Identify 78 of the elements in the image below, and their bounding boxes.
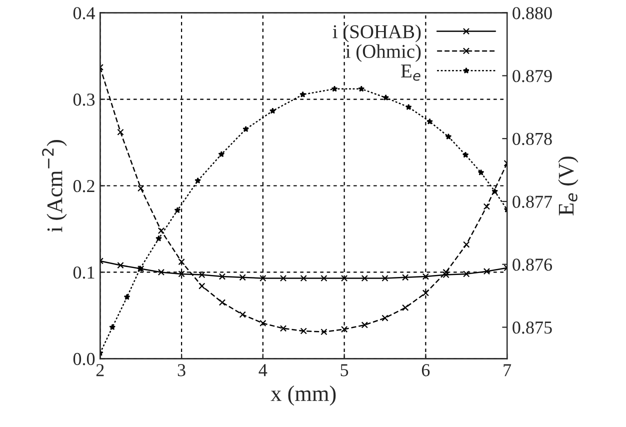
point	[340, 326, 348, 333]
y2-tick-label: 0.877	[512, 196, 552, 208]
point	[405, 104, 412, 110]
point	[178, 270, 185, 278]
x-tick-label: 4	[258, 364, 268, 376]
point	[242, 126, 250, 132]
point	[260, 274, 266, 282]
point	[382, 314, 388, 322]
point	[269, 108, 276, 114]
y-tick-label: 0.0	[73, 352, 95, 366]
point	[117, 128, 124, 136]
point	[300, 328, 307, 334]
point	[361, 274, 368, 282]
point	[422, 290, 430, 296]
point	[218, 150, 225, 158]
point	[174, 206, 181, 214]
point	[358, 86, 365, 92]
point	[492, 188, 498, 194]
point	[361, 322, 368, 328]
point	[483, 203, 490, 210]
x-tick-label: 5	[340, 364, 348, 376]
y-tick-label: 0.1	[73, 266, 94, 279]
point	[426, 118, 433, 124]
point	[300, 274, 307, 282]
point	[382, 94, 389, 101]
point	[194, 177, 202, 184]
point	[422, 273, 430, 280]
point	[300, 91, 306, 98]
point	[280, 274, 287, 282]
point	[463, 241, 470, 248]
point	[442, 271, 450, 278]
x-tick-label: 2	[96, 364, 104, 376]
point	[138, 185, 144, 192]
y-tick-label: 0.4	[73, 7, 96, 20]
point	[218, 299, 226, 306]
point	[442, 268, 450, 276]
point	[483, 268, 490, 275]
point	[218, 273, 226, 280]
point	[340, 274, 348, 282]
y-tick-label: 0.2	[73, 180, 94, 192]
point	[402, 304, 409, 311]
point	[320, 274, 328, 282]
y-tick-label: 0.3	[73, 94, 95, 106]
point	[445, 133, 452, 140]
x-axis-title: x (mm)	[270, 385, 336, 406]
point	[260, 320, 266, 327]
y-axis-title: i (Acm$^{−2}$)	[42, 140, 67, 232]
point	[239, 311, 246, 318]
legend-label: i (Ohmic)	[346, 44, 421, 62]
point	[156, 235, 162, 242]
y2-tick-label: 0.876	[512, 258, 552, 271]
point	[331, 86, 338, 92]
x-tick-label: 7	[504, 364, 512, 376]
y2-axis-title: E$_{e}$ (V)	[558, 156, 578, 216]
point	[198, 282, 206, 290]
point	[158, 227, 165, 234]
legend-label: i (SOHAB)	[332, 24, 421, 42]
y2-tick-label: 0.878	[512, 132, 552, 146]
point	[117, 262, 124, 269]
point	[158, 268, 165, 276]
point	[239, 274, 246, 281]
y2-tick-label: 0.875	[512, 321, 552, 334]
point	[280, 325, 287, 332]
x-tick-label: 6	[422, 364, 430, 376]
point	[109, 324, 116, 330]
point	[320, 328, 328, 336]
point	[478, 169, 484, 176]
y2-tick-label: 0.879	[512, 70, 552, 82]
point	[402, 274, 409, 281]
point	[198, 271, 206, 278]
legend-label: E$_{e}$	[401, 64, 420, 81]
x-tick-label: 3	[178, 364, 186, 376]
point	[462, 152, 469, 158]
y2-tick-label: 0.880	[512, 7, 552, 20]
point	[382, 274, 388, 282]
point	[463, 270, 470, 278]
point	[178, 258, 185, 266]
point	[124, 294, 130, 300]
